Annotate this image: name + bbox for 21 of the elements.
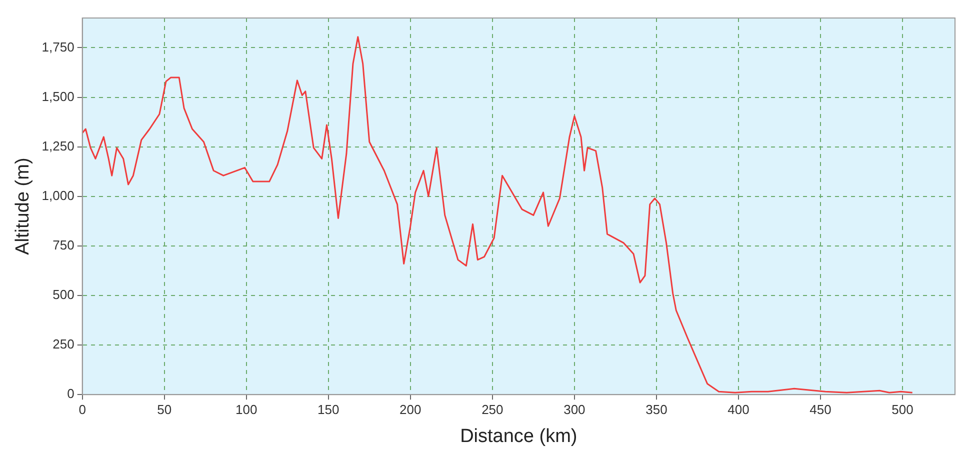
- y-tick-label: 1,250: [42, 138, 74, 154]
- x-tick-label: 250: [482, 402, 504, 417]
- x-tick-label: 100: [236, 402, 258, 417]
- y-tick-label: 1,000: [42, 188, 74, 203]
- x-tick-label: 150: [318, 402, 340, 417]
- y-axis-title: Altitude (m): [12, 158, 34, 255]
- y-tick-label: 750: [52, 238, 74, 253]
- x-tick-label: 50: [157, 402, 172, 417]
- x-tick-label: 300: [564, 402, 586, 417]
- x-tick-label: 0: [78, 402, 86, 417]
- x-tick-label: 450: [810, 402, 832, 417]
- x-tick-label: 350: [646, 402, 668, 417]
- x-tick-label: 400: [728, 402, 750, 417]
- x-tick-label: 500: [892, 402, 914, 417]
- x-axis-title: Distance (km): [460, 426, 578, 447]
- x-tick-label: 200: [400, 402, 422, 417]
- y-tick-label: 500: [52, 287, 74, 302]
- y-tick-label: 250: [52, 336, 74, 352]
- y-tick-label: 1,750: [42, 39, 74, 54]
- y-tick-label: 1,500: [42, 88, 74, 104]
- y-tick-label: 0: [67, 386, 74, 402]
